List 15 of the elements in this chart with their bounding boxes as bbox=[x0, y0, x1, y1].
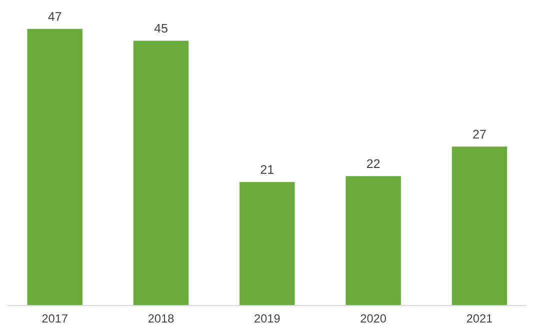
bar bbox=[133, 40, 189, 306]
x-tick-label: 2020 bbox=[360, 314, 386, 323]
x-tick-label: 2018 bbox=[148, 314, 174, 323]
data-label: 22 bbox=[366, 159, 380, 168]
bar bbox=[346, 176, 401, 306]
x-tick-label: 2017 bbox=[42, 314, 68, 323]
data-label: 21 bbox=[260, 165, 274, 174]
data-label: 47 bbox=[48, 12, 62, 21]
x-tick-label: 2019 bbox=[254, 314, 280, 323]
bar bbox=[240, 182, 295, 306]
x-tick-label: 2021 bbox=[466, 314, 492, 323]
bar bbox=[452, 146, 508, 306]
data-label: 45 bbox=[154, 24, 168, 33]
bar bbox=[27, 28, 82, 306]
data-label: 27 bbox=[473, 130, 486, 139]
